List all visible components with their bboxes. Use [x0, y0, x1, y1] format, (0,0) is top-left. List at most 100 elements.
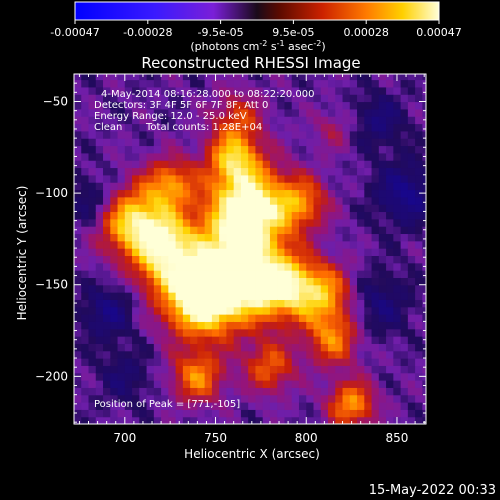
- heatmap-cell: [262, 255, 271, 264]
- heatmap-cell: [81, 299, 90, 308]
- heatmap-cell: [291, 394, 300, 403]
- heatmap-cell: [233, 240, 242, 249]
- heatmap-cell: [364, 196, 373, 205]
- heatmap-cell: [357, 218, 365, 227]
- heatmap-cell: [211, 292, 220, 300]
- heatmap-cell: [284, 284, 293, 293]
- heatmap-cell: [226, 299, 235, 308]
- heatmap-cell: [349, 74, 358, 81]
- heatmap-cell: [74, 152, 82, 161]
- heatmap-cell: [211, 196, 220, 205]
- heatmap-cell: [364, 328, 373, 337]
- x-tick-label: 850: [386, 431, 409, 445]
- y-tick-label: −200: [35, 369, 68, 383]
- heatmap-cell: [415, 306, 423, 315]
- heatmap-cell: [103, 343, 111, 352]
- heatmap-cell: [81, 108, 90, 117]
- heatmap-cell: [378, 174, 387, 183]
- heatmap-cell: [211, 402, 220, 410]
- heatmap-cell: [95, 182, 104, 191]
- heatmap-cell: [320, 416, 329, 424]
- x-axis-label: Heliocentric X (arcsec): [184, 447, 320, 461]
- heatmap-cell: [190, 204, 198, 213]
- heatmap-cell: [313, 314, 322, 322]
- heatmap-cell: [175, 233, 184, 242]
- heatmap-cell: [400, 358, 409, 366]
- heatmap-cell: [378, 196, 387, 205]
- heatmap-cell: [255, 277, 264, 286]
- heatmap-cell: [306, 138, 315, 147]
- heatmap-cell: [240, 255, 249, 264]
- heatmap-cell: [415, 350, 423, 359]
- heatmap-cell: [378, 189, 387, 198]
- heatmap-cell: [81, 255, 90, 264]
- heatmap-cell: [371, 182, 380, 191]
- heatmap-cell: [269, 262, 278, 271]
- heatmap-cell: [103, 138, 111, 147]
- heatmap-cell: [400, 182, 409, 191]
- heatmap-cell: [400, 174, 409, 183]
- x-tick-label: 700: [113, 431, 136, 445]
- heatmap-cell: [342, 218, 351, 227]
- heatmap-cell: [103, 394, 111, 403]
- heatmap-cell: [74, 343, 82, 352]
- heatmap-cell: [415, 74, 423, 81]
- heatmap-cell: [117, 358, 126, 366]
- heatmap-cell: [364, 299, 373, 308]
- heatmap-cell: [407, 196, 416, 205]
- heatmap-cell: [422, 74, 426, 81]
- heatmap-cell: [95, 211, 104, 220]
- heatmap-cell: [168, 86, 177, 95]
- heatmap-cell: [407, 145, 416, 154]
- heatmap-cell: [422, 108, 426, 117]
- heatmap-cell: [291, 211, 300, 220]
- heatmap-cell: [110, 218, 119, 227]
- heatmap-cell: [190, 270, 198, 278]
- heatmap-cell: [298, 248, 307, 257]
- heatmap-cell: [233, 292, 242, 300]
- heatmap-cell: [74, 233, 82, 242]
- heatmap-cell: [139, 152, 148, 161]
- heatmap-cell: [197, 233, 206, 242]
- heatmap-cell: [132, 86, 140, 95]
- heatmap-cell: [233, 123, 242, 132]
- heatmap-cell: [110, 86, 119, 95]
- heatmap-cell: [415, 160, 423, 169]
- heatmap-cell: [269, 270, 278, 278]
- heatmap-cell: [291, 380, 300, 388]
- heatmap-cell: [378, 372, 387, 381]
- heatmap-cell: [378, 284, 387, 293]
- heatmap-cell: [182, 138, 191, 147]
- heatmap-cell: [161, 74, 169, 81]
- heatmap-cell: [88, 343, 97, 352]
- heatmap-cell: [313, 218, 322, 227]
- heatmap-cell: [400, 79, 409, 88]
- heatmap-cell: [357, 394, 365, 403]
- heatmap-cell: [248, 240, 257, 249]
- heatmap-cell: [161, 248, 169, 257]
- heatmap-cell: [204, 292, 213, 300]
- heatmap-cell: [400, 218, 409, 227]
- heatmap-cell: [161, 380, 169, 388]
- heatmap-cell: [88, 372, 97, 381]
- heatmap-cell: [386, 402, 394, 410]
- heatmap-cell: [349, 284, 358, 293]
- heatmap-cell: [103, 189, 111, 198]
- heatmap-cell: [393, 387, 402, 396]
- heatmap-cell: [400, 233, 409, 242]
- heatmap-cell: [393, 174, 402, 183]
- heatmap-cell: [74, 74, 82, 81]
- heatmap-cell: [269, 167, 278, 176]
- heatmap-cell: [415, 387, 423, 396]
- heatmap-cell: [204, 387, 213, 396]
- heatmap-cell: [248, 145, 257, 154]
- heatmap-cell: [248, 196, 257, 205]
- heatmap-cell: [204, 130, 213, 139]
- heatmap-cell: [262, 101, 271, 110]
- heatmap-cell: [124, 262, 133, 271]
- heatmap-cell: [400, 94, 409, 103]
- heatmap-cell: [161, 262, 169, 271]
- heatmap-cell: [378, 130, 387, 139]
- heatmap-cell: [262, 387, 271, 396]
- heatmap-cell: [320, 74, 329, 81]
